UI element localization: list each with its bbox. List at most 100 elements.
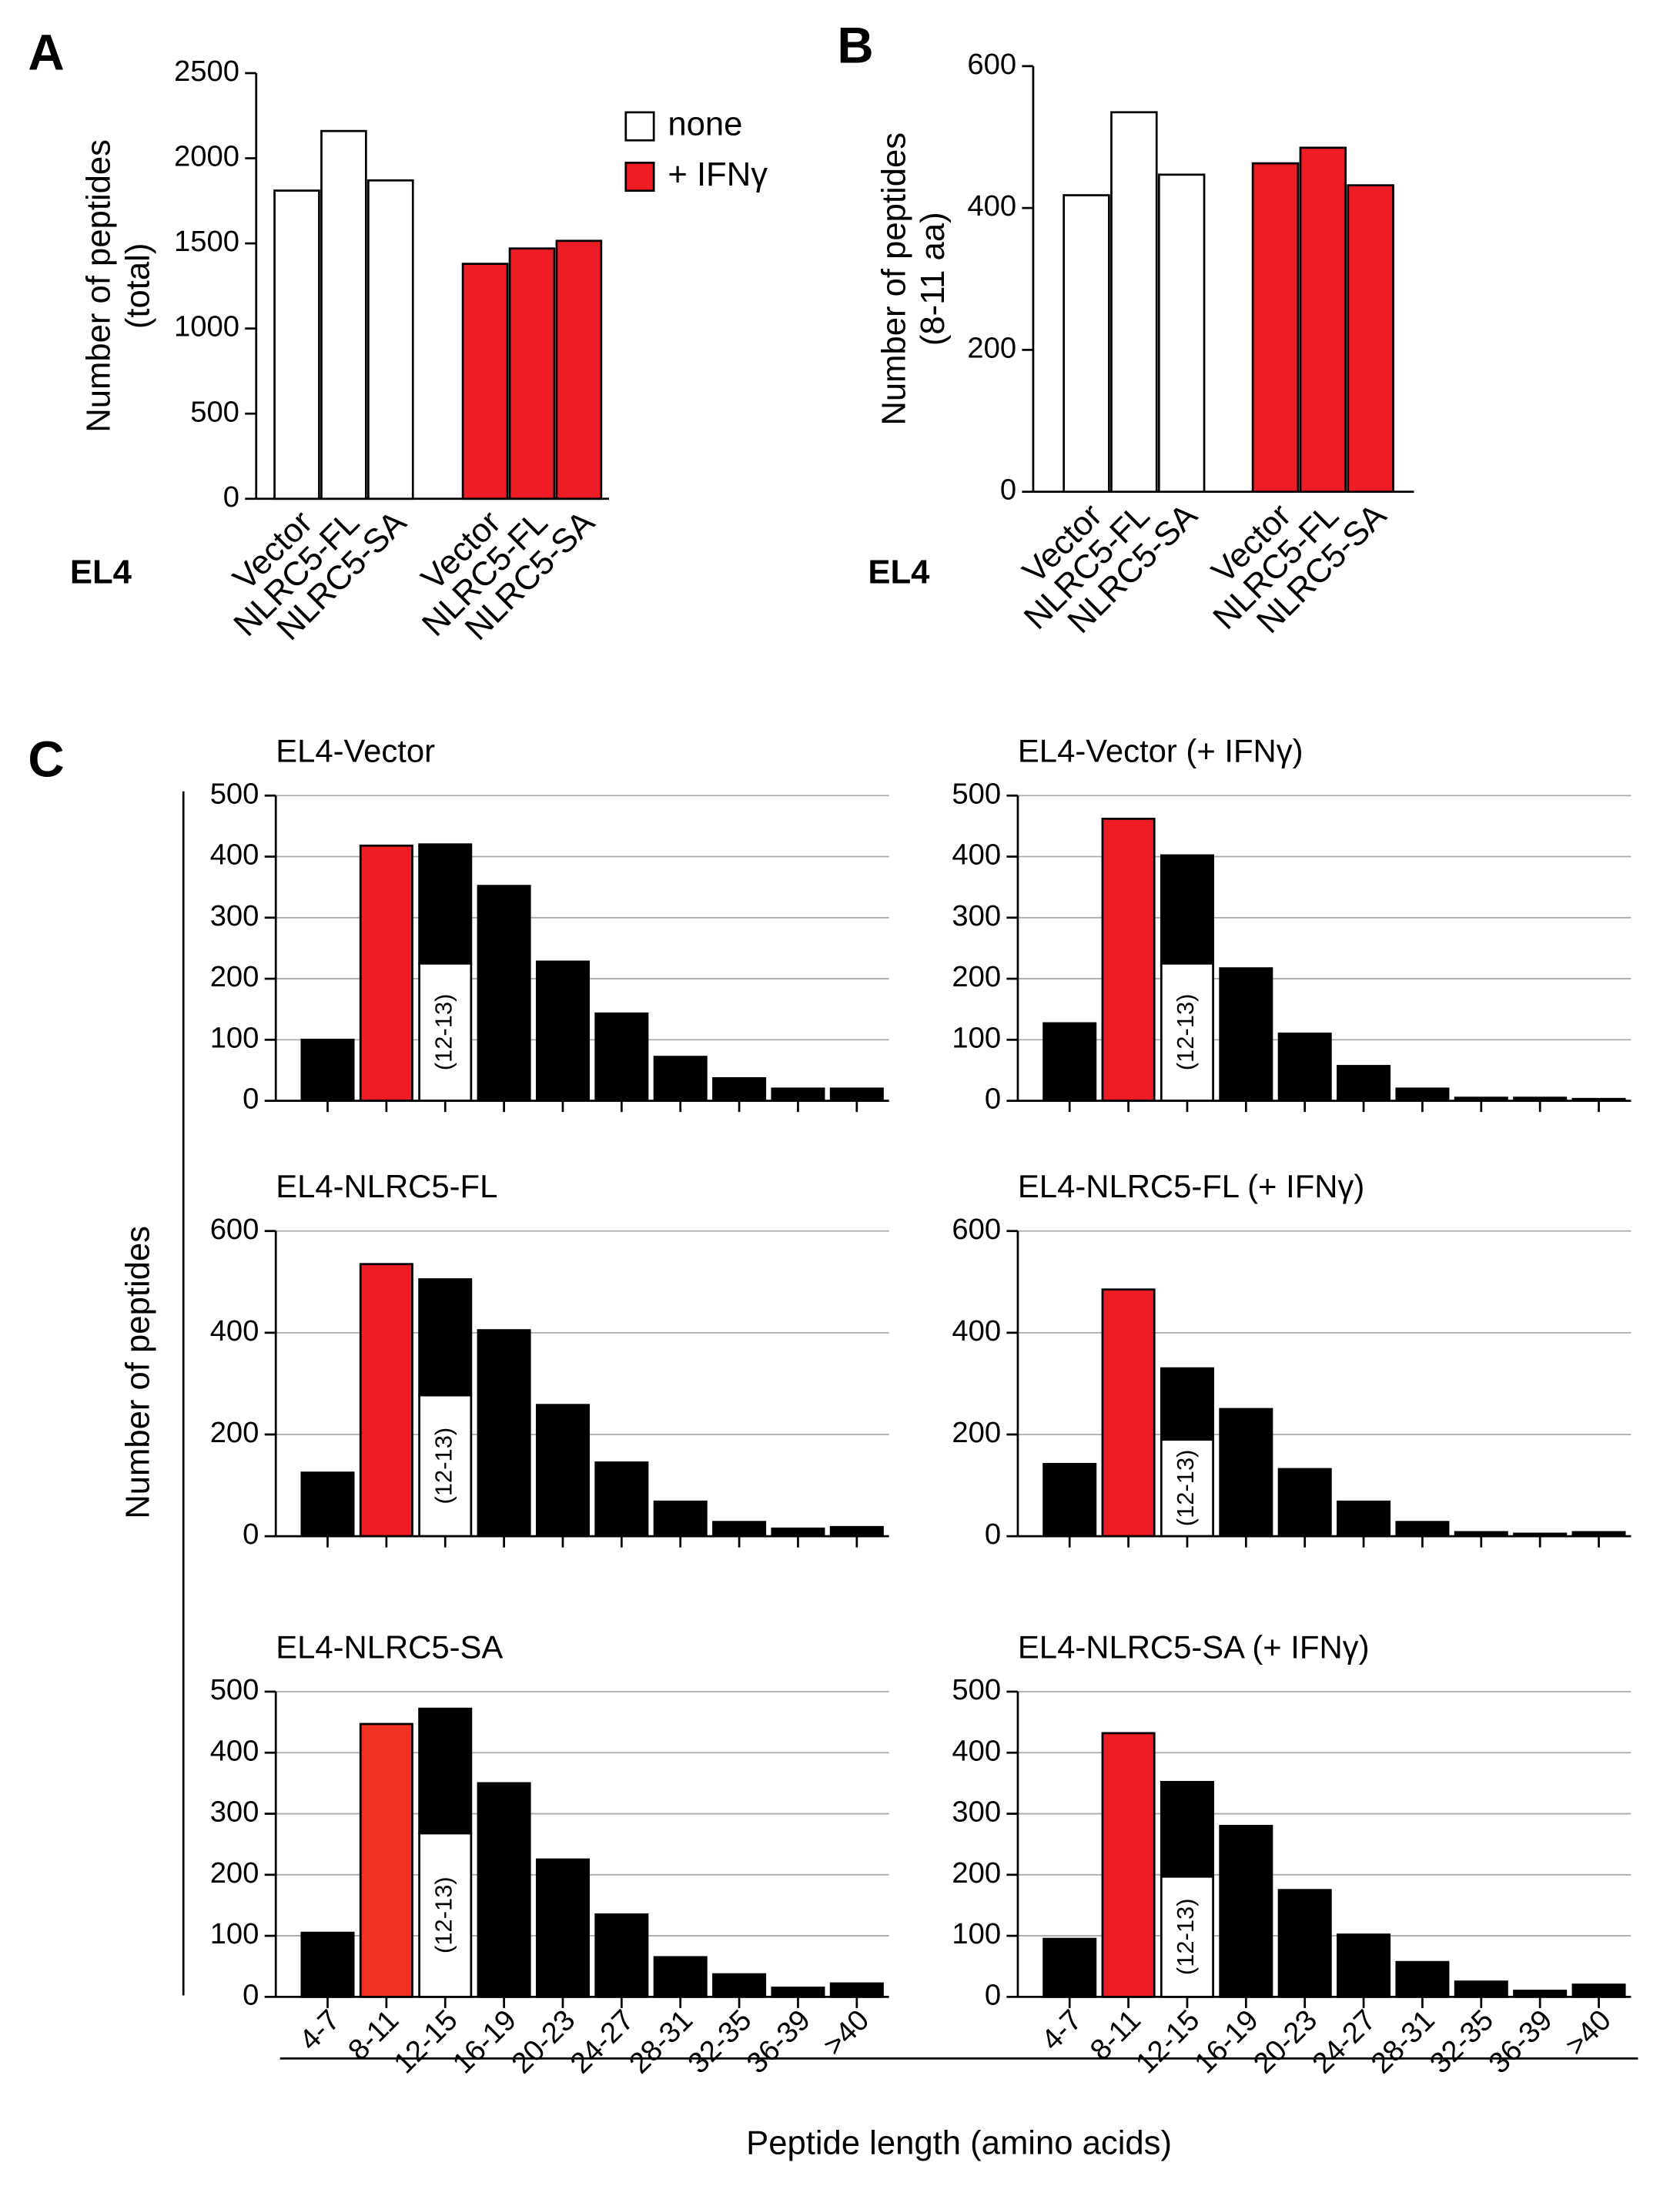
y-axis-label: Number of peptides — [79, 139, 117, 433]
bar — [712, 1973, 767, 1998]
y-tick-label: 600 — [967, 48, 1016, 81]
bar — [1277, 1033, 1332, 1103]
bar — [653, 1056, 708, 1103]
bar — [829, 1087, 884, 1103]
segment-label: (12-13) — [1172, 1450, 1199, 1527]
x-tick-label: 16-19 — [447, 2004, 523, 2080]
y-tick-label: 1000 — [174, 310, 239, 343]
bar — [535, 1858, 590, 1998]
y-tick-label: 2500 — [174, 55, 239, 88]
y-tick-label: 500 — [190, 395, 239, 428]
bar — [1160, 1367, 1214, 1441]
y-tick-label: 0 — [985, 1083, 1001, 1116]
panel-label: B — [837, 17, 873, 73]
bar — [477, 1329, 531, 1538]
bar — [1395, 1521, 1450, 1538]
subplot-title: EL4-NLRC5-FL — [276, 1168, 497, 1204]
legend-label: + IFNγ — [668, 156, 768, 193]
bar — [1395, 1960, 1450, 1998]
bar — [300, 1038, 355, 1103]
bar — [535, 960, 590, 1103]
bar — [359, 844, 413, 1103]
y-tick-label: 500 — [952, 1673, 1001, 1706]
legend-swatch — [624, 161, 655, 192]
bar — [771, 1087, 825, 1103]
y-axis-label: Number of peptides — [119, 1226, 156, 1519]
bar — [594, 1012, 649, 1103]
x-tick-label: 12-15 — [1129, 2004, 1206, 2080]
bar — [1101, 818, 1156, 1103]
subplot-title: EL4-Vector (+ IFNγ) — [1018, 733, 1304, 769]
segment-label: (12-13) — [430, 1876, 457, 1953]
bar — [1277, 1468, 1332, 1538]
bar — [359, 1722, 413, 1998]
bar — [1337, 1500, 1391, 1538]
bar — [1219, 1825, 1273, 1998]
bar — [535, 1404, 590, 1538]
y-tick-label: 100 — [210, 1917, 259, 1950]
panel-label: A — [28, 24, 64, 80]
bar — [1454, 1980, 1508, 1998]
y-tick-label: 200 — [952, 1416, 1001, 1449]
bar — [477, 1782, 531, 1998]
y-tick-label: 400 — [967, 189, 1016, 223]
bar — [300, 1471, 355, 1538]
x-tick-label: 28-31 — [1364, 2004, 1441, 2080]
bar — [712, 1521, 767, 1538]
y-tick-label: 1500 — [174, 225, 239, 258]
y-tick-label: 200 — [210, 1416, 259, 1449]
x-tick-label: 16-19 — [1188, 2004, 1264, 2080]
segment-label: (12-13) — [430, 1428, 457, 1505]
segment-label: (12-13) — [430, 994, 457, 1071]
bar — [1299, 146, 1347, 494]
y-tick-label: 200 — [952, 1856, 1001, 1890]
bar — [1395, 1087, 1450, 1103]
bar — [418, 1707, 473, 1835]
y-tick-label: 500 — [952, 777, 1001, 810]
y-tick-label: 300 — [952, 899, 1001, 932]
bar — [320, 129, 367, 500]
x-tick-label: 36-39 — [740, 2004, 816, 2080]
bar — [418, 843, 473, 965]
y-tick-label: 0 — [243, 1518, 259, 1551]
y-tick-label: 400 — [210, 1734, 259, 1767]
bar — [367, 179, 414, 500]
x-tick-label: >40 — [1559, 2004, 1618, 2062]
bar — [829, 1525, 884, 1538]
subplot-title: EL4-NLRC5-SA (+ IFNγ) — [1018, 1629, 1370, 1665]
bar — [555, 239, 603, 500]
bar — [1042, 1022, 1097, 1103]
bar — [1251, 162, 1300, 494]
y-tick-label: 400 — [210, 1314, 259, 1347]
y-tick-label: 2000 — [174, 140, 239, 173]
y-axis-label: (total) — [119, 243, 156, 330]
y-tick-label: 200 — [210, 960, 259, 993]
y-tick-label: 400 — [952, 1314, 1001, 1347]
bar — [273, 189, 320, 500]
x-axis-label: Peptide length (amino acids) — [746, 2124, 1172, 2162]
x-tick-label: 32-35 — [1424, 2004, 1500, 2080]
bar — [771, 1987, 825, 1998]
x-tick-label: 20-23 — [505, 2004, 581, 2080]
bar — [461, 263, 509, 500]
y-tick-label: 600 — [210, 1213, 259, 1246]
x-tick-label: 4-7 — [293, 2004, 346, 2057]
bar — [1101, 1288, 1156, 1538]
y-tick-label: 500 — [210, 777, 259, 810]
bar — [1219, 1408, 1273, 1538]
y-tick-label: 300 — [952, 1796, 1001, 1829]
x-tick-label: 28-31 — [623, 2004, 699, 2080]
x-tick-label: 36-39 — [1482, 2004, 1558, 2080]
bar — [712, 1076, 767, 1103]
x-tick-label: 20-23 — [1247, 2004, 1324, 2080]
y-tick-label: 300 — [210, 1796, 259, 1829]
panel-label: C — [28, 731, 64, 788]
bar — [418, 1278, 473, 1397]
y-tick-label: 300 — [210, 899, 259, 932]
legend-label: none — [668, 105, 742, 143]
y-tick-label: 200 — [210, 1856, 259, 1890]
bar — [477, 885, 531, 1103]
subplot-title: EL4-NLRC5-SA — [276, 1629, 503, 1665]
bar-segment — [418, 1394, 473, 1538]
bar — [1347, 184, 1394, 494]
